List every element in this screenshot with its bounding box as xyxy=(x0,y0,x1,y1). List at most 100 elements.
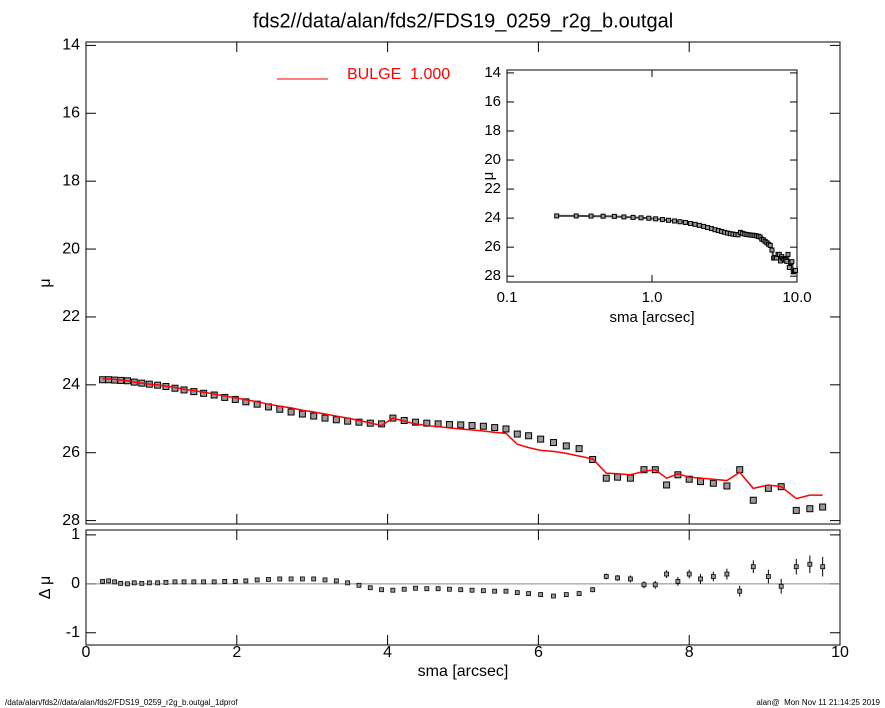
data-point xyxy=(321,414,329,422)
residual-point xyxy=(112,579,118,585)
data-point xyxy=(332,416,340,424)
y-axis-label: μ xyxy=(480,172,497,181)
residual-point xyxy=(627,576,633,582)
y-tick-label: 24 xyxy=(62,376,80,393)
x-axis-label: sma [arcsec] xyxy=(609,309,694,326)
residual-point xyxy=(277,576,283,582)
residual-point xyxy=(243,578,249,584)
data-point xyxy=(663,481,671,489)
data-point xyxy=(764,484,772,492)
data-point xyxy=(621,214,627,220)
data-point xyxy=(355,418,363,426)
residual-point xyxy=(603,574,609,579)
data-point xyxy=(793,267,799,273)
y-tick-label: 20 xyxy=(484,151,501,168)
residual-frame xyxy=(85,529,841,646)
footer-right: alan@ Mon Nov 11 21:14:25 2019 xyxy=(756,698,880,707)
data-point xyxy=(513,430,521,438)
residual-point xyxy=(172,579,178,585)
data-point xyxy=(701,223,707,229)
main-frame xyxy=(85,41,841,525)
residual-point xyxy=(615,575,620,581)
data-point xyxy=(806,505,814,513)
y-tick-label: 28 xyxy=(62,512,80,529)
residual-point xyxy=(435,586,441,592)
data-point xyxy=(659,217,665,223)
residual-point xyxy=(686,571,692,577)
x-tick-label: 4 xyxy=(383,644,392,661)
data-point xyxy=(677,219,683,225)
data-point xyxy=(611,213,617,219)
y-tick-label: 18 xyxy=(484,122,501,139)
y-tick-label: 16 xyxy=(484,93,501,110)
y-tick-label: 22 xyxy=(62,308,80,325)
residual-point xyxy=(254,577,260,583)
y-axis-label: μ xyxy=(37,278,54,287)
chart-title: fds2//data/alan/fds2/FDS19_0259_r2g_b.ou… xyxy=(253,10,673,32)
data-point xyxy=(640,466,648,474)
residual-point xyxy=(514,590,520,596)
residual-point xyxy=(538,592,544,597)
data-point xyxy=(457,421,465,429)
y-tick-label: 14 xyxy=(62,37,80,54)
residual-point xyxy=(155,580,161,586)
y-tick-label: 26 xyxy=(484,238,501,255)
inset-frame xyxy=(506,69,798,283)
residual-point xyxy=(675,578,681,584)
residual-point xyxy=(807,561,813,567)
data-point xyxy=(792,506,800,514)
data-point xyxy=(525,432,533,440)
residual-point xyxy=(551,593,556,599)
data-point xyxy=(310,412,318,420)
residual-point xyxy=(201,579,207,585)
data-point xyxy=(723,482,731,490)
data-point xyxy=(785,251,791,257)
data-point xyxy=(221,393,229,401)
data-point xyxy=(786,264,792,270)
residual-point xyxy=(333,578,339,584)
residual-point xyxy=(232,578,238,584)
residual-point xyxy=(563,592,569,597)
residual-point xyxy=(413,585,418,591)
residual-point xyxy=(820,564,826,570)
data-point xyxy=(626,474,634,482)
data-point xyxy=(562,442,570,450)
y-tick-label: 0 xyxy=(71,575,80,592)
residual-point xyxy=(447,586,452,592)
data-point xyxy=(749,496,757,504)
y-tick-label: 16 xyxy=(62,105,80,122)
x-tick-label: 1.0 xyxy=(642,289,663,306)
residual-point xyxy=(139,580,145,586)
residual-point xyxy=(100,578,105,584)
residual-point xyxy=(698,576,703,582)
residual-point xyxy=(106,578,112,584)
residual-point xyxy=(724,571,730,577)
residual-point xyxy=(710,574,716,579)
data-point xyxy=(287,408,295,416)
residual-point xyxy=(737,588,743,594)
x-tick-label: 8 xyxy=(685,644,694,661)
residual-point xyxy=(181,579,187,585)
y-tick-label: 28 xyxy=(484,267,501,284)
residual-point xyxy=(576,591,582,597)
residual-point xyxy=(288,576,294,582)
residual-point xyxy=(266,577,271,582)
footer-left: /data/alan/fds2//data/alan/fds2/FDS19_02… xyxy=(5,698,238,707)
residual-point xyxy=(765,574,771,579)
x-tick-label: 6 xyxy=(534,644,543,661)
residual-point xyxy=(503,588,509,594)
data-point xyxy=(682,219,688,225)
data-point xyxy=(411,418,419,426)
residual-point xyxy=(211,579,217,585)
residual-point xyxy=(778,583,784,589)
data-point xyxy=(653,216,659,222)
data-point xyxy=(784,258,790,264)
data-point xyxy=(588,213,594,219)
residual-point xyxy=(367,585,373,591)
residual-point xyxy=(469,587,475,593)
residual-point xyxy=(641,582,647,588)
residual-point xyxy=(590,587,596,593)
x-tick-label: 0.1 xyxy=(497,289,518,306)
